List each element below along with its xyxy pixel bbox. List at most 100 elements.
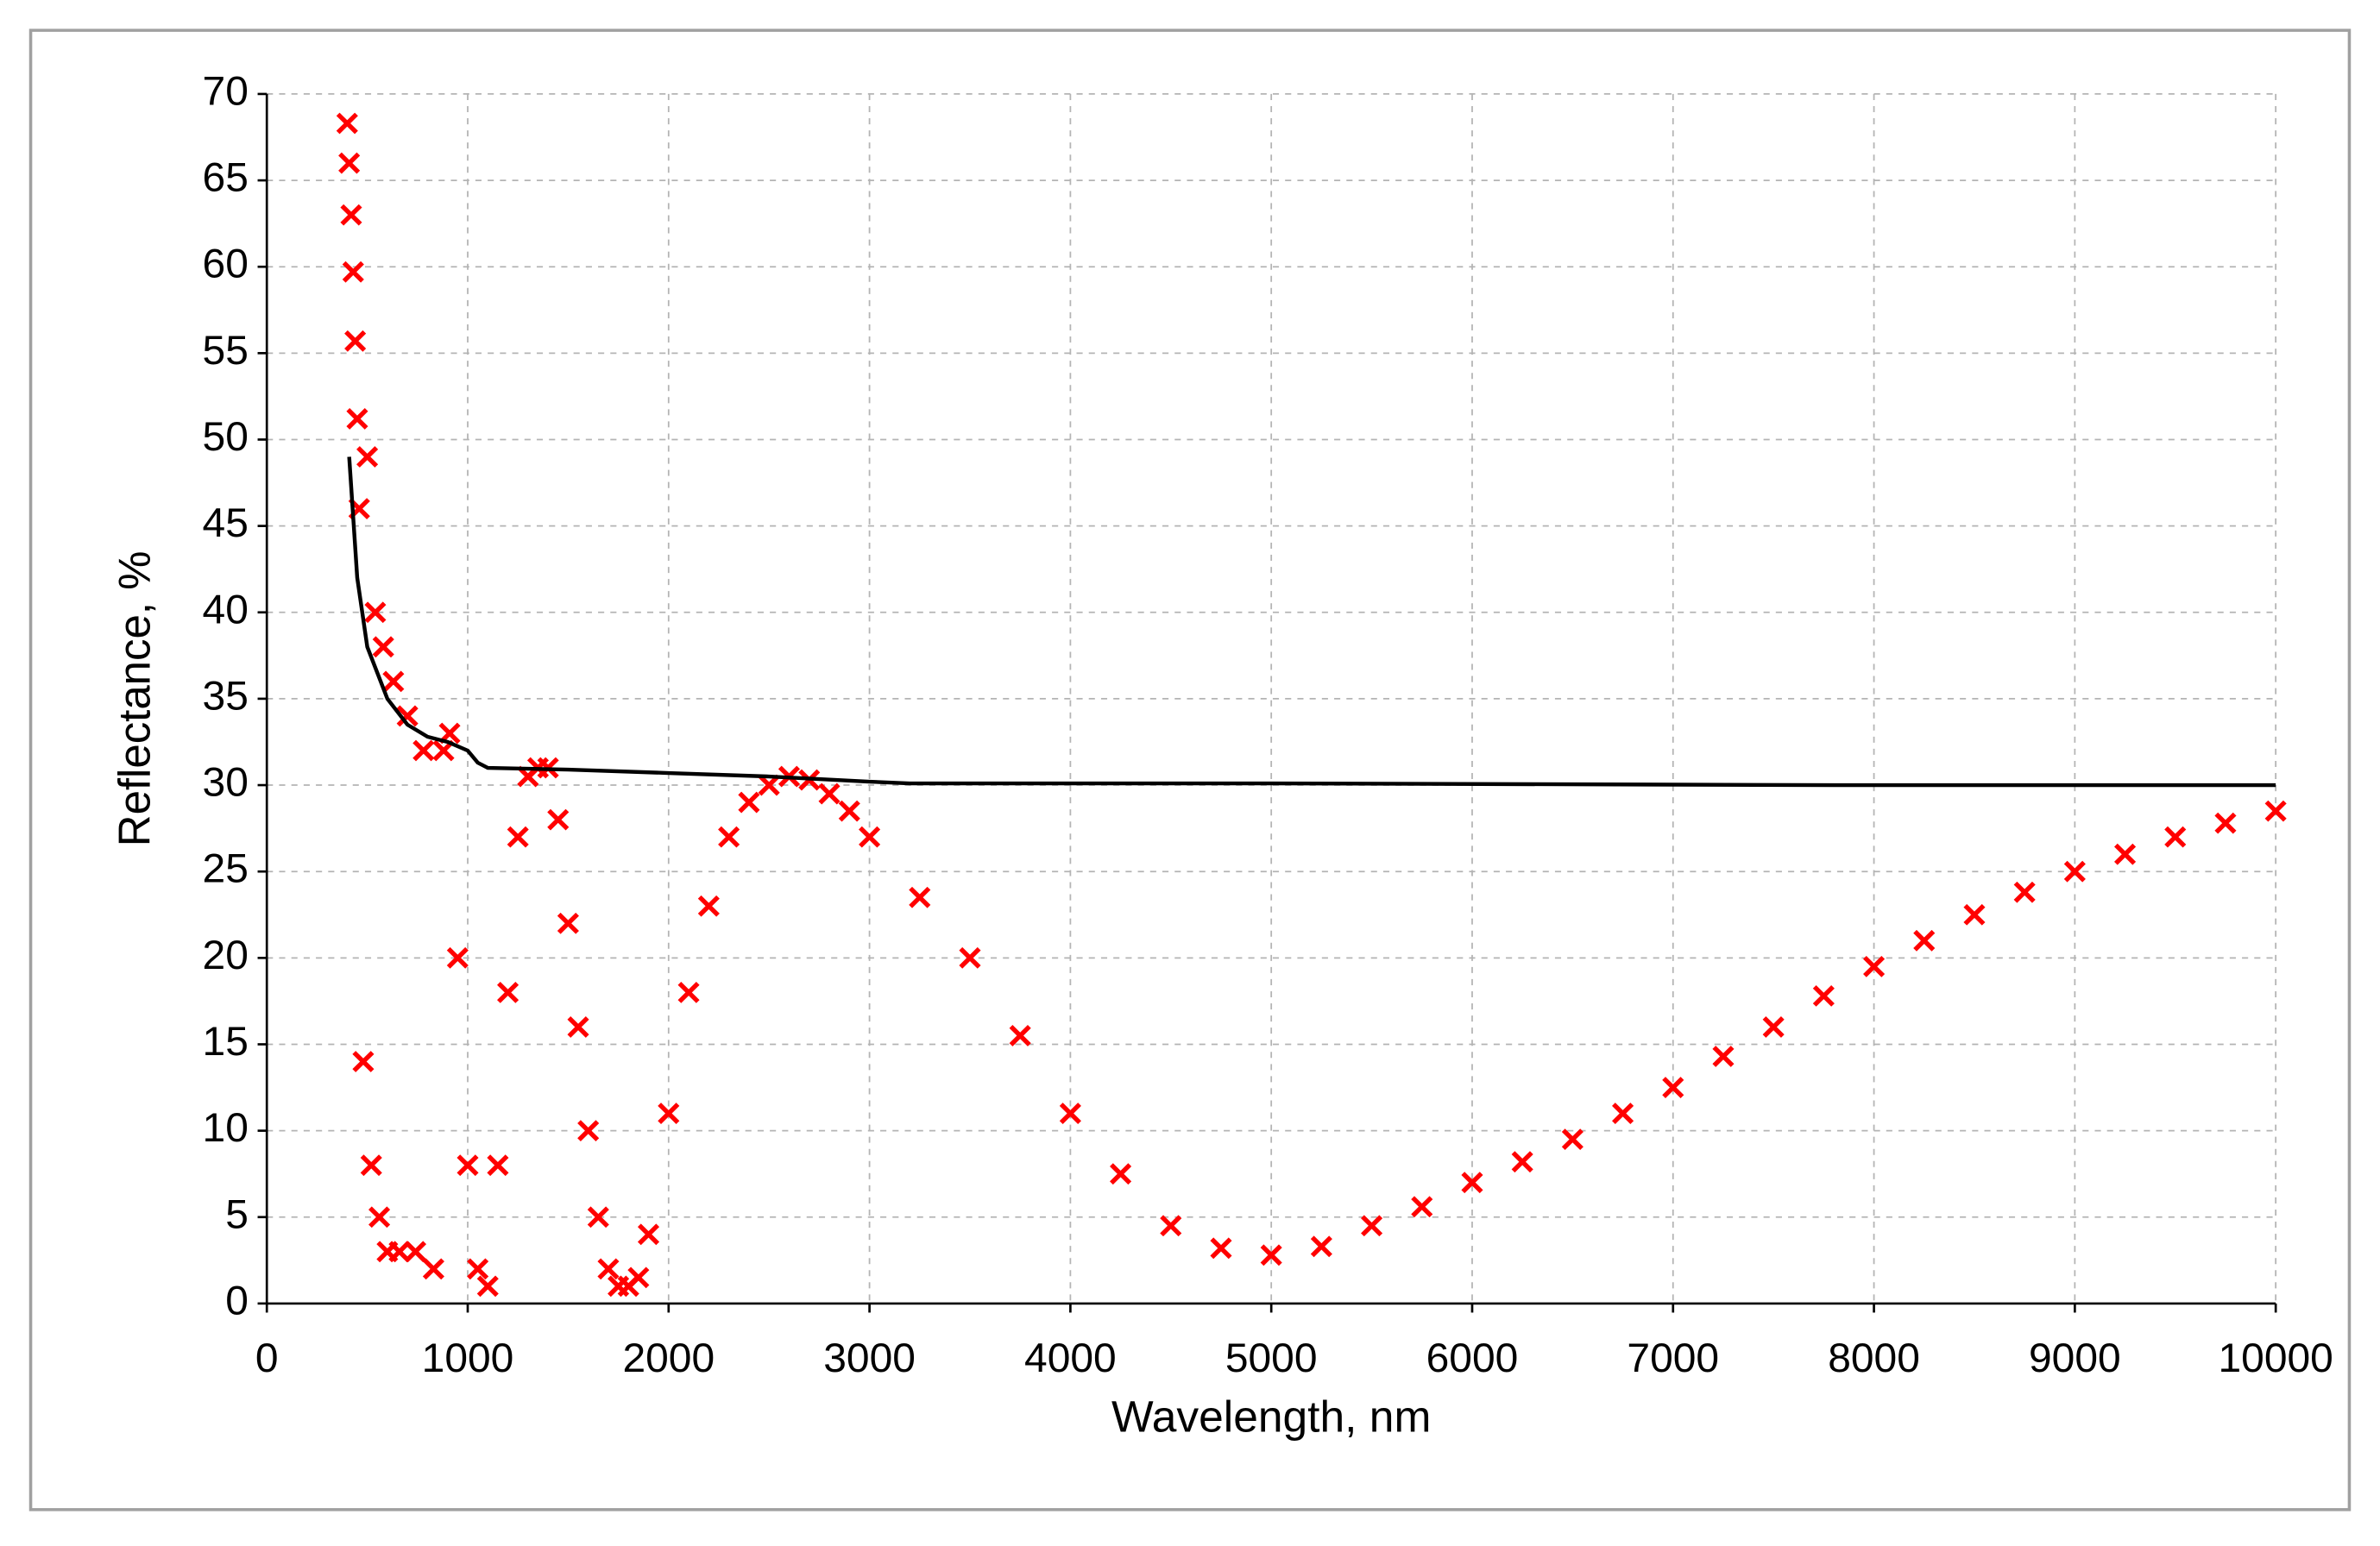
point — [1361, 1215, 1383, 1237]
point — [507, 826, 529, 848]
point — [838, 800, 860, 822]
y-tick-label: 50 — [203, 414, 249, 460]
y-tick-label: 0 — [225, 1279, 249, 1324]
point — [1160, 1215, 1182, 1237]
x-tick-label: 5000 — [1225, 1335, 1318, 1381]
point — [1411, 1196, 1433, 1218]
point — [738, 791, 760, 814]
x-tick-label: 1000 — [422, 1335, 514, 1381]
point — [412, 739, 435, 762]
point — [487, 1154, 509, 1177]
point — [567, 1016, 589, 1038]
point — [1511, 1151, 1533, 1173]
point — [859, 826, 881, 848]
point — [557, 912, 579, 934]
point — [1260, 1244, 1282, 1266]
frame — [28, 28, 2352, 1511]
point — [1762, 1016, 1785, 1038]
point — [718, 826, 740, 848]
x-tick-label: 6000 — [1426, 1335, 1519, 1381]
x-tick-label: 10000 — [2218, 1335, 2333, 1381]
y-tick-label: 35 — [203, 674, 249, 720]
y-tick-label: 45 — [203, 500, 249, 546]
point — [340, 204, 362, 226]
point — [2164, 826, 2187, 848]
y-tick-label: 20 — [203, 933, 249, 978]
point — [1612, 1103, 1634, 1124]
point — [1662, 1077, 1684, 1098]
x-tick-label: 9000 — [2029, 1335, 2121, 1381]
point — [1009, 1025, 1031, 1046]
point — [342, 261, 364, 283]
point — [547, 808, 570, 831]
point — [2214, 812, 2237, 834]
point — [959, 946, 981, 969]
x-tick-label: 7000 — [1627, 1335, 1719, 1381]
y-tick-label: 10 — [203, 1105, 249, 1151]
point — [1310, 1235, 1332, 1258]
point — [637, 1223, 660, 1246]
point — [758, 774, 780, 796]
point — [697, 895, 720, 917]
y-axis-title: Reflectance, % — [110, 551, 159, 847]
y-tick-label: 65 — [203, 155, 249, 201]
point — [344, 330, 367, 352]
point — [597, 1258, 620, 1280]
point — [2063, 860, 2086, 883]
point — [1712, 1046, 1735, 1067]
x-tick-label: 8000 — [1828, 1335, 1920, 1381]
point — [587, 1206, 609, 1229]
point — [368, 1206, 391, 1229]
y-tick-label: 5 — [225, 1192, 249, 1238]
y-tick-label: 70 — [203, 69, 249, 115]
point — [360, 1154, 382, 1177]
point — [388, 1241, 411, 1263]
point — [677, 981, 700, 1003]
y-tick-label: 15 — [203, 1019, 249, 1065]
line — [347, 456, 2276, 788]
x-tick-label: 3000 — [823, 1335, 916, 1381]
point — [364, 601, 387, 624]
x-tick-label: 2000 — [622, 1335, 715, 1381]
point — [1812, 984, 1835, 1007]
point — [2114, 843, 2137, 865]
point — [658, 1103, 680, 1124]
point — [2013, 881, 2036, 903]
point — [456, 1154, 479, 1177]
point — [1210, 1237, 1232, 1260]
point — [909, 886, 931, 908]
y-tick-label: 30 — [203, 760, 249, 806]
point — [356, 446, 379, 468]
point — [1461, 1172, 1483, 1194]
point — [382, 670, 405, 693]
x-axis-title: Wavelength, nm — [1111, 1392, 1431, 1442]
point — [2264, 800, 2287, 822]
point — [404, 1241, 427, 1263]
point — [1913, 929, 1936, 952]
y-tick-label: 55 — [203, 328, 249, 374]
point — [446, 946, 469, 969]
point — [818, 782, 841, 805]
point — [1963, 903, 1986, 926]
point — [338, 152, 361, 174]
point — [627, 1266, 650, 1289]
point — [476, 1275, 499, 1298]
point — [497, 981, 519, 1003]
x-tick-label: 0 — [255, 1335, 279, 1381]
point — [336, 112, 358, 135]
point — [396, 705, 419, 727]
x-tick-label: 4000 — [1024, 1335, 1117, 1381]
point — [577, 1120, 600, 1142]
point — [1561, 1128, 1584, 1151]
point — [346, 408, 368, 430]
point — [1110, 1163, 1132, 1185]
point — [422, 1258, 444, 1280]
y-tick-label: 60 — [203, 242, 249, 287]
point — [467, 1258, 489, 1280]
point — [372, 636, 394, 658]
point — [352, 1051, 375, 1072]
y-tick-label: 25 — [203, 846, 249, 892]
point — [1059, 1103, 1081, 1124]
